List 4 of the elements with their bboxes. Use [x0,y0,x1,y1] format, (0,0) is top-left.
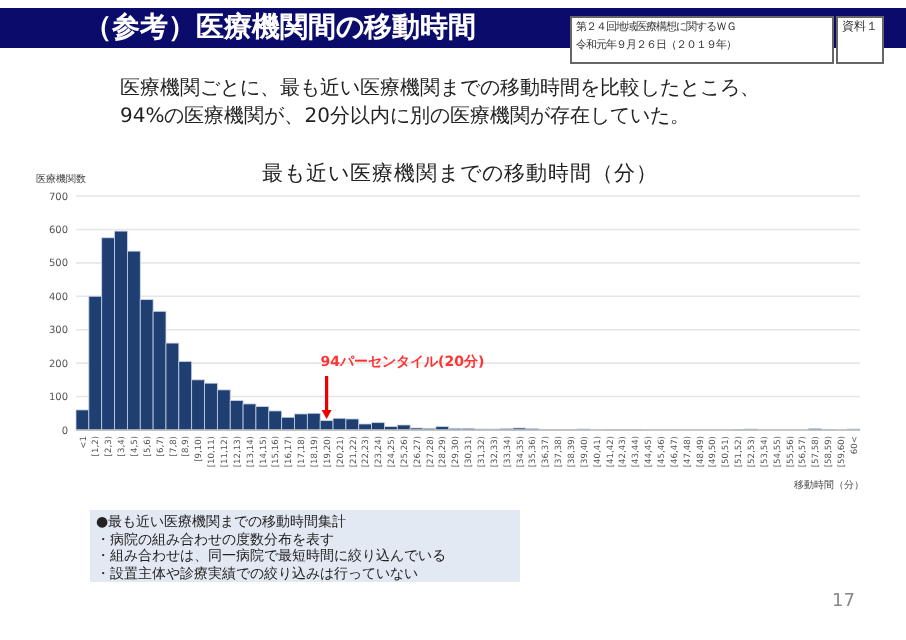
annotation: 最も近い医療機関までの移動時間（分） [260,160,660,188]
title: （参考）医療機関間の移動時間 [82,10,478,46]
annotation: 17 [832,592,855,612]
subtitle: 医療機関ごとに、最も近い医療機関までの移動時間を比較したところ、94%の医療機関が、20分以内に別の医療機関が存在していた。 [120,76,762,132]
